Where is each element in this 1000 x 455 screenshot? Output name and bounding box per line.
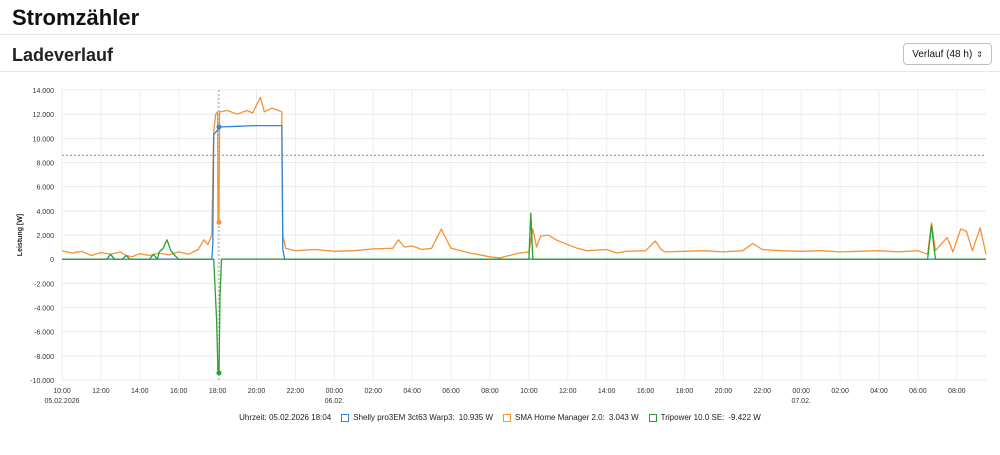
x-tick-label: 08:00 bbox=[948, 388, 966, 395]
y-tick-label: 0 bbox=[50, 257, 54, 264]
legend-item-shelly[interactable]: Shelly pro3EM 3ct63 Warp3: 10.935 W bbox=[341, 413, 493, 422]
y-axis-label: Leistung [W] bbox=[17, 214, 24, 256]
x-tick-label: 22:00 bbox=[754, 388, 772, 395]
y-tick-label: 4.000 bbox=[36, 209, 54, 216]
legend-time-label: Uhrzeit: bbox=[239, 413, 267, 422]
chart-svg[interactable]: 14.000 12.000 10.000 8.000 6.000 4.000 2.000 0 -… bbox=[0, 80, 1000, 455]
x-tick-date-label: 05.02.2026 bbox=[44, 398, 79, 405]
legend-item-sma[interactable]: SMA Home Manager 2.0: 3.043 W bbox=[503, 413, 639, 422]
card-header: Ladeverlauf Verlauf (48 h) ⇕ bbox=[0, 35, 1000, 72]
legend-swatch-shelly bbox=[341, 413, 350, 422]
card-title: Ladeverlauf bbox=[12, 45, 114, 65]
range-select[interactable]: Verlauf (48 h) ⇕ bbox=[903, 43, 992, 65]
legend-name: SMA Home Manager 2.0: bbox=[515, 413, 605, 422]
x-tick-label: 14:00 bbox=[131, 388, 149, 395]
page-title: Stromzähler bbox=[12, 5, 140, 30]
x-tick-label: 14:00 bbox=[598, 388, 616, 395]
x-tick-label: 04:00 bbox=[870, 388, 888, 395]
legend-value: 3.043 W bbox=[608, 413, 639, 422]
y-tick-label: -2.000 bbox=[34, 281, 54, 288]
x-tick-label: 02:00 bbox=[364, 388, 382, 395]
legend-time: Uhrzeit: 05.02.2026 18:04 bbox=[239, 413, 331, 422]
legend-swatch-tripower bbox=[648, 413, 657, 422]
y-tick-label: -4.000 bbox=[34, 306, 54, 313]
x-tick-label: 00:00 bbox=[326, 388, 344, 395]
cursor-marker bbox=[216, 219, 222, 225]
updown-caret-icon: ⇕ bbox=[976, 49, 983, 59]
x-tick-label: 16:00 bbox=[637, 388, 655, 395]
y-tick-label: -10.000 bbox=[30, 378, 54, 385]
x-tick-label: 06:00 bbox=[442, 388, 460, 395]
y-tick-label: 12.000 bbox=[33, 112, 55, 119]
series-line bbox=[62, 212, 986, 374]
legend-swatch-sma bbox=[503, 413, 512, 422]
x-tick-date-label: 06.02. bbox=[325, 398, 345, 405]
y-tick-label: -8.000 bbox=[34, 354, 54, 361]
x-tick-label: 04:00 bbox=[403, 388, 421, 395]
x-tick-label: 18:00 bbox=[676, 388, 694, 395]
y-tick-label: -6.000 bbox=[34, 330, 54, 337]
x-tick-label: 20:00 bbox=[715, 388, 733, 395]
y-tick-label: 10.000 bbox=[33, 136, 55, 143]
x-tick-label: 12:00 bbox=[559, 388, 577, 395]
x-tick-label: 06:00 bbox=[909, 388, 927, 395]
legend-name: Tripower 10.0 SE: bbox=[660, 413, 725, 422]
x-tick-label: 00:00 bbox=[792, 388, 810, 395]
legend-value: 10.935 W bbox=[458, 413, 494, 422]
x-tick-label: 22:00 bbox=[287, 388, 305, 395]
y-tick-label: 14.000 bbox=[33, 88, 55, 95]
y-tick-label: 2.000 bbox=[36, 233, 54, 240]
range-select-value: Verlauf (48 h) bbox=[912, 48, 973, 60]
legend-name: Shelly pro3EM 3ct63 Warp3: bbox=[353, 413, 455, 422]
chart-card: Ladeverlauf Verlauf (48 h) ⇕ bbox=[0, 34, 1000, 434]
legend-item-tripower[interactable]: Tripower 10.0 SE: -9.422 W bbox=[648, 413, 761, 422]
x-tick-label: 12:00 bbox=[92, 388, 110, 395]
x-tick-date-label: 07.02. bbox=[791, 398, 811, 405]
series-line bbox=[61, 96, 987, 259]
x-tick-label: 10:00 bbox=[520, 388, 538, 395]
y-tick-label: 6.000 bbox=[36, 185, 54, 192]
x-tick-label: 08:00 bbox=[481, 388, 499, 395]
x-tick-label: 20:00 bbox=[248, 388, 266, 395]
series-line bbox=[62, 124, 986, 260]
chart-legend: Uhrzeit: 05.02.2026 18:04 Shelly pro3EM … bbox=[0, 413, 1000, 422]
cursor-marker bbox=[216, 370, 222, 376]
legend-value: -9.422 W bbox=[728, 413, 761, 422]
x-tick-label: 10:00 bbox=[53, 388, 71, 395]
x-tick-label: 18:00 bbox=[209, 388, 227, 395]
legend-time-value: 05.02.2026 18:04 bbox=[268, 413, 332, 422]
x-tick-label: 02:00 bbox=[831, 388, 849, 395]
cursor-marker bbox=[216, 124, 222, 130]
x-tick-label: 16:00 bbox=[170, 388, 188, 395]
y-tick-label: 8.000 bbox=[36, 161, 54, 168]
